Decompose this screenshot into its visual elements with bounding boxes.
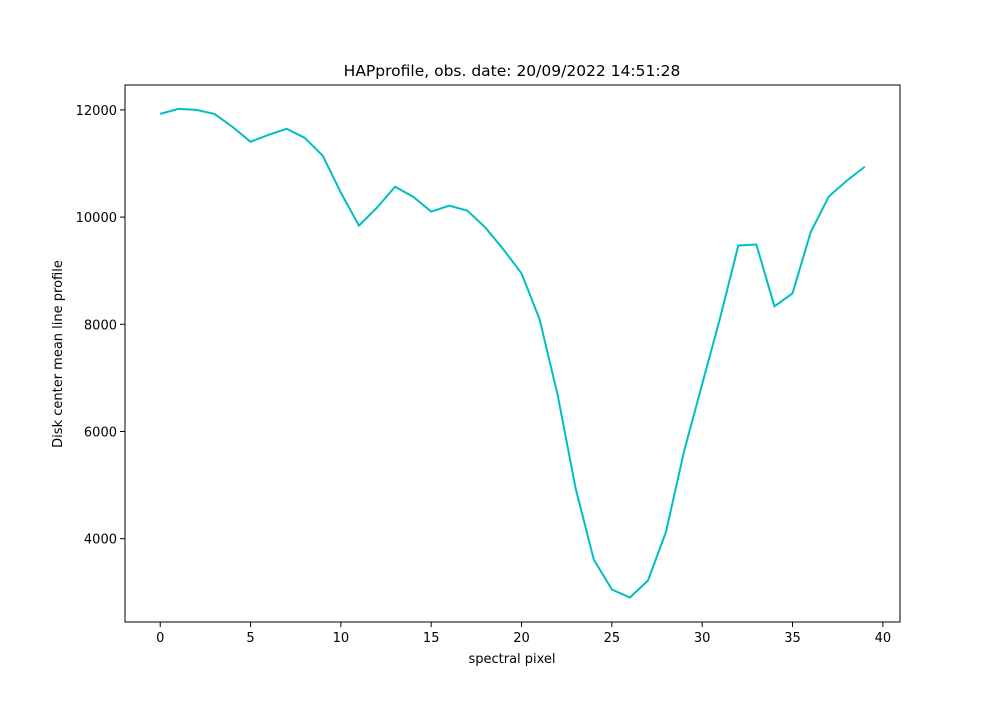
x-tick-label: 20: [513, 631, 530, 646]
y-tick-label: 6000: [84, 425, 117, 440]
y-tick-label: 8000: [84, 318, 117, 333]
x-tick-label: 15: [423, 631, 440, 646]
x-tick-label: 10: [333, 631, 350, 646]
data-line: [159, 107, 866, 599]
y-tick-label: 12000: [76, 104, 117, 119]
plot-frame: [124, 84, 901, 623]
x-tick-label: 5: [246, 631, 254, 646]
x-tick-label: 30: [694, 631, 711, 646]
x-tick-label: 0: [156, 631, 164, 646]
y-axis-label: Disk center mean line profile: [51, 260, 66, 448]
y-tick-label: 4000: [84, 533, 117, 548]
x-axis-label: spectral pixel: [468, 652, 555, 667]
chart-title: HAPprofile, obs. date: 20/09/2022 14:51:…: [344, 62, 681, 80]
x-tick-label: 40: [875, 631, 892, 646]
y-tick-label: 10000: [76, 211, 117, 226]
x-tick-label: 35: [784, 631, 801, 646]
x-tick-label: 25: [604, 631, 621, 646]
